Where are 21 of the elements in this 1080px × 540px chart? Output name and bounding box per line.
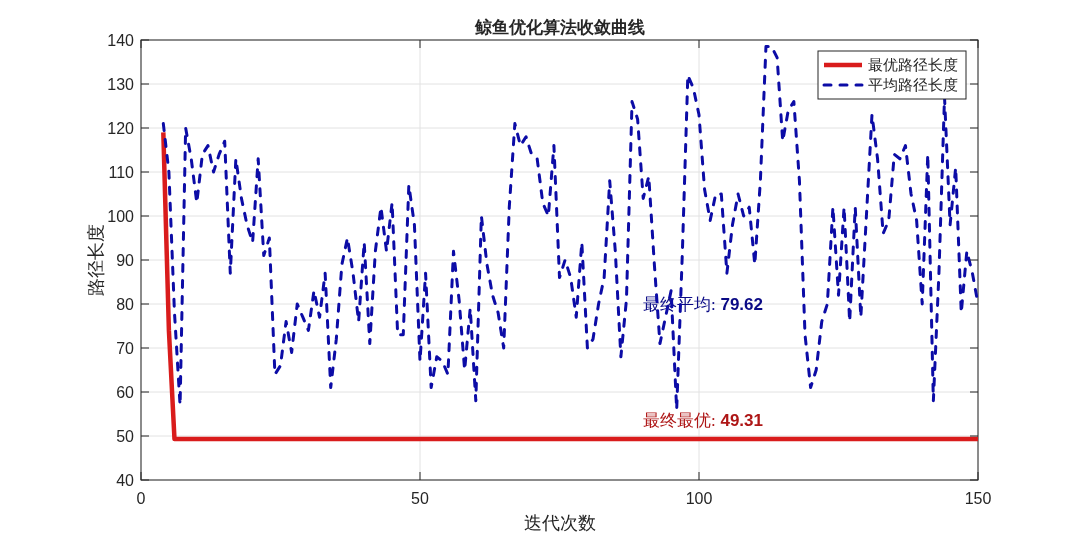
x-tick-label: 150 [964, 490, 992, 507]
y-tick-label: 120 [107, 119, 135, 137]
y-tick-label: 90 [116, 251, 135, 269]
y-tick-label: 70 [116, 339, 135, 357]
x-tick-label: 0 [136, 490, 146, 507]
y-tick-label: 50 [116, 427, 135, 445]
chart-title: 鲸鱼优化算法收敛曲线 [473, 18, 645, 37]
x-tick-label: 100 [685, 490, 713, 507]
legend-label: 平均路径长度 [868, 77, 958, 93]
y-tick-label: 60 [116, 383, 135, 401]
y-tick-label: 130 [107, 75, 135, 93]
y-axis-title: 路径长度 [86, 224, 106, 296]
y-tick-label: 110 [108, 163, 135, 181]
y-tick-label: 80 [116, 295, 135, 313]
y-tick-label: 40 [116, 471, 135, 489]
x-tick-label: 50 [411, 490, 429, 507]
x-axis-title: 迭代次数 [523, 513, 596, 533]
y-tick-label: 140 [107, 31, 135, 49]
y-tick-label: 100 [107, 207, 135, 225]
legend-label: 最优路径长度 [868, 57, 958, 73]
annotation: 最终最优: 49.31 [643, 410, 763, 430]
